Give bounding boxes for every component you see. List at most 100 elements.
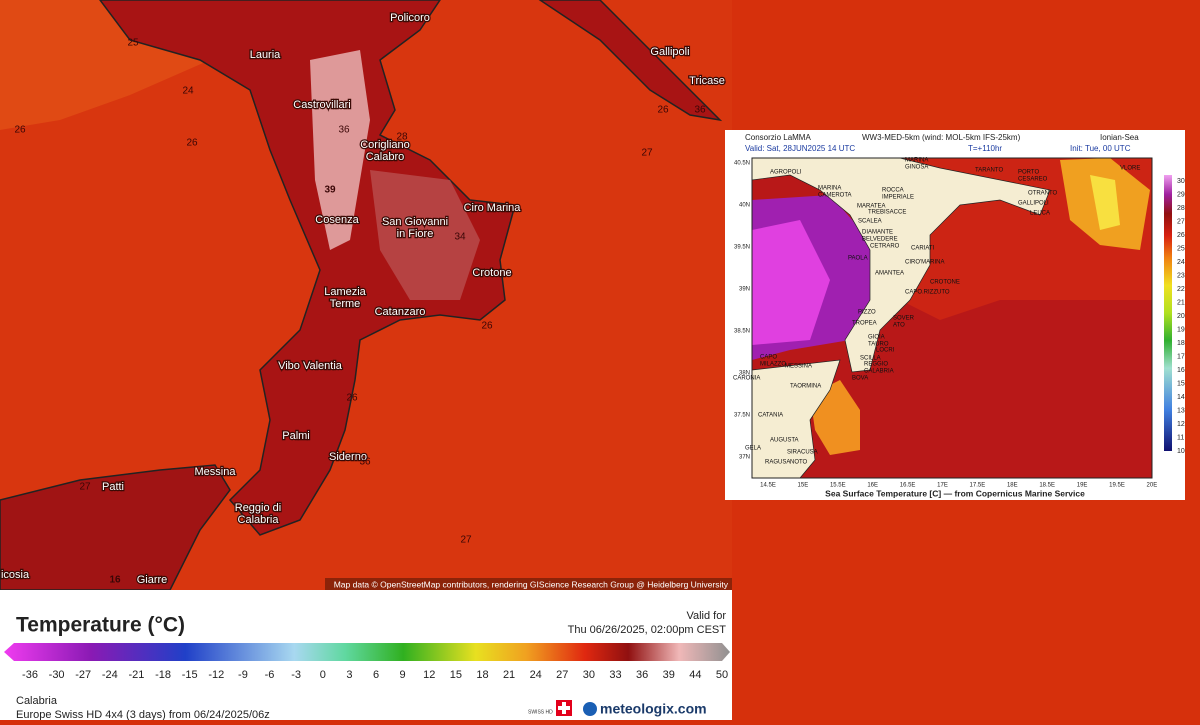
- contour-label: 27: [641, 148, 653, 159]
- inset-place: MESSINA: [785, 364, 812, 370]
- place-label: Patti: [102, 481, 124, 493]
- scale-label: 9: [400, 669, 406, 681]
- salento-land: [538, 0, 723, 122]
- contour-label: 27: [79, 482, 91, 493]
- sst-scale-label: 20: [1177, 313, 1185, 320]
- place-label: Siderno: [329, 451, 367, 463]
- lat-tick: 38.5N: [734, 329, 750, 335]
- inset-place: SCALEA: [858, 219, 882, 225]
- inset-place: CIRO'MARINA: [905, 260, 944, 266]
- inset-place: GALLIPOLI: [1018, 201, 1049, 207]
- contour-label: 16: [109, 575, 121, 586]
- inset-place: SOVER: [893, 316, 915, 322]
- inset-place: SIRACUSA: [787, 450, 818, 456]
- sst-scale-label: 22: [1177, 286, 1185, 293]
- model-run: Europe Swiss HD 4x4 (3 days) from 06/24/…: [16, 709, 270, 720]
- high-temp-area: [310, 50, 370, 250]
- inset-place: REGGIO: [864, 362, 888, 368]
- sst-scale-label: 28: [1177, 205, 1185, 212]
- inset-place: BELVEDERE: [862, 237, 898, 243]
- inset-source: Consorzio LaMMA: [745, 133, 811, 142]
- lat-tick: 40N: [739, 203, 750, 209]
- contour-label: 25: [127, 38, 139, 49]
- scale-label: 12: [423, 669, 435, 681]
- sst-scale-label: 16: [1177, 367, 1185, 374]
- legend-title: Temperature (°C): [16, 614, 185, 637]
- lon-tick: 15.5E: [830, 483, 846, 489]
- inset-place: PORTO: [1018, 170, 1039, 176]
- inset-area: Ionian-Sea: [1100, 133, 1139, 142]
- lon-tick: 17E: [937, 483, 948, 489]
- inset-place: TARANTO: [975, 168, 1003, 174]
- sst-hottest: [1090, 175, 1120, 230]
- place-label: Lamezia: [324, 286, 366, 298]
- sst-scale-label: 29: [1177, 191, 1185, 198]
- place-labels: PolicoroLauriaCastrovillariCoriglianoCal…: [0, 11, 726, 588]
- contour-label: 26: [481, 321, 493, 332]
- place-label: Lauria: [250, 49, 281, 61]
- inset-place: CAPO.RIZZUTO: [905, 290, 950, 296]
- sst-scale: [1164, 175, 1172, 451]
- inset-place: TAURO: [868, 342, 889, 348]
- place-label: Ciro Marina: [464, 202, 522, 214]
- valid-time: Thu 06/26/2025, 02:00pm CEST: [568, 624, 727, 636]
- inset-model: WW3-MED-5km (wind: MOL-5km IFS-25km): [862, 133, 1021, 142]
- brand[interactable]: meteologix.com: [600, 701, 707, 717]
- scale-label: -36: [22, 669, 38, 681]
- inset-frame: [751, 157, 1153, 479]
- place-label: San Giovanni: [382, 216, 448, 228]
- lat-tick: 40.5N: [734, 161, 750, 167]
- scale-label: 36: [636, 669, 648, 681]
- brand-logo[interactable]: [583, 702, 597, 716]
- scale-label: 21: [503, 669, 515, 681]
- place-label: Calabria: [238, 514, 280, 526]
- scale-label: 0: [320, 669, 326, 681]
- inset-caption: Sea Surface Temperature [C] — from Coper…: [825, 488, 1085, 498]
- place-label: icosia: [1, 569, 30, 581]
- inset-valid: Valid: Sat, 28JUN2025 14 UTC: [745, 144, 855, 153]
- place-label: Reggio di: [235, 502, 281, 514]
- scale-label: -9: [238, 669, 248, 681]
- place-label: Gallipoli: [650, 46, 689, 58]
- inset-axes: 40.5N 40N 39.5N 39N 38.5N 38N 37.5N 37N 14.5E 15E…: [734, 161, 1185, 489]
- inset-place: GELA: [745, 446, 761, 452]
- scale-label: 3: [346, 669, 352, 681]
- inset-place: CETRARO: [870, 244, 900, 250]
- scale-label: -24: [102, 669, 118, 681]
- contour-label: 36: [359, 457, 371, 468]
- scale-label: -6: [265, 669, 275, 681]
- place-label: Crotone: [472, 267, 511, 279]
- lat-tick: 37N: [739, 455, 750, 461]
- sst-scale-label: 15: [1177, 380, 1185, 387]
- place-label: Tricase: [689, 75, 725, 87]
- place-label: Messina: [195, 466, 237, 478]
- sst-scale-label: 12: [1177, 421, 1185, 428]
- sst-scale-label: 26: [1177, 232, 1185, 239]
- contour-label: 27: [460, 535, 472, 546]
- inset-place: ROCCA: [882, 188, 904, 194]
- scale-label: -3: [291, 669, 301, 681]
- sst-scale-label: 14: [1177, 394, 1185, 401]
- sst-scale-label: 17: [1177, 353, 1185, 360]
- inset-place: CARIATI: [911, 246, 935, 252]
- legend-panel: Temperature (°C) Valid for Thu 06/26/202…: [0, 590, 732, 721]
- place-label: Giarre: [137, 574, 168, 586]
- place-label: Catanzaro: [375, 306, 426, 318]
- place-label: Policoro: [390, 12, 430, 24]
- scale-labels: -36 -30 -27 -24 -21 -18 -15 -12 -9 -6 -3 0 3 6 9 12 15 18…: [22, 669, 728, 681]
- inset-land: [751, 157, 1051, 373]
- contour-label: 26: [346, 393, 358, 404]
- sst-scale-label: 21: [1177, 299, 1185, 306]
- contour-labels: 25 24 26 26 36 28 39 27 34 26 26 36 27 27 36 26 16: [14, 38, 706, 586]
- lon-tick: 20E: [1147, 483, 1158, 489]
- scale-label: -30: [49, 669, 65, 681]
- inset-place: VLORE: [1120, 166, 1140, 172]
- hills: [370, 170, 480, 300]
- lon-tick: 15E: [798, 483, 809, 489]
- inset-place: AMANTEA: [875, 271, 904, 277]
- place-label: Terme: [330, 298, 361, 310]
- contour-label: 26: [186, 138, 198, 149]
- inset-place: AGROPOLI: [770, 170, 802, 176]
- inset-place: PIZZO: [858, 310, 876, 316]
- inset-place: MARINA: [905, 158, 928, 164]
